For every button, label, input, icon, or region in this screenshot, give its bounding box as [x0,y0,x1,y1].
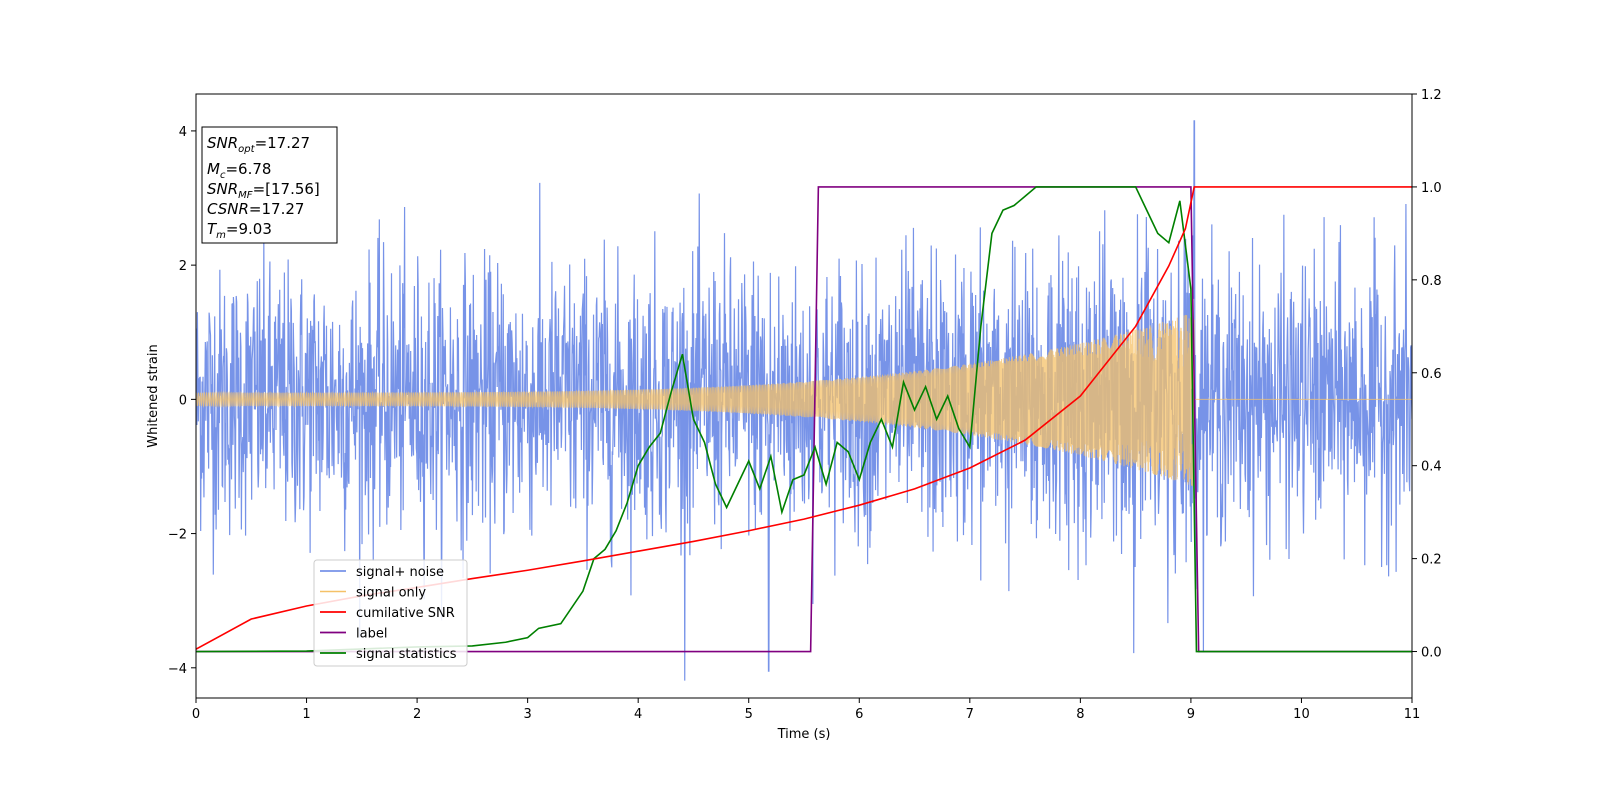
x-tick-label: 5 [745,707,753,722]
legend-label: signal only [356,586,426,601]
y-left-tick-label: 0 [179,393,187,408]
y-axis-label-left: Whitened strain [146,344,161,447]
legend-label: signal statistics [356,647,457,662]
series-signal-only [196,314,1412,486]
x-tick-label: 0 [192,707,200,722]
x-tick-label: 11 [1404,707,1421,722]
y-left-tick-label: −4 [168,662,187,677]
x-tick-label: 9 [1187,707,1195,722]
x-tick-label: 4 [634,707,642,722]
y-left-tick-label: −2 [168,528,187,543]
stats-annotation-box: SNRopt=17.27 Mc=6.78SNRMF=[17.56]CSNR=17.… [201,126,338,244]
x-tick-label: 1 [302,707,310,722]
stat-line: SNRopt=17.27 [207,134,310,155]
y-right-tick-label: 1.0 [1421,181,1442,196]
legend-label: cumilative SNR [356,606,455,621]
x-axis-label: Time (s) [777,727,831,742]
x-tick-label: 6 [855,707,863,722]
y-right-tick-label: 0.8 [1421,274,1442,289]
y-right-tick-label: 1.2 [1421,88,1442,103]
x-tick-label: 7 [966,707,974,722]
legend: signal+ noise signal only cumilative SNR la… [313,559,468,667]
stat-line: CSNR=17.27 [207,200,304,218]
legend-label: label [356,627,387,642]
x-tick-label: 8 [1076,707,1084,722]
plot-frame [195,93,1413,699]
y-right-tick-label: 0.0 [1421,646,1442,661]
y-right-tick-label: 0.6 [1421,367,1442,382]
x-tick-label: 3 [523,707,531,722]
stat-line: Mc=6.78 [207,160,271,181]
stat-line: Tm=9.03 [207,220,272,241]
stat-line: SNRMF=[17.56] [207,180,320,201]
legend-label: signal+ noise [356,565,444,580]
y-left-tick-label: 4 [179,125,187,140]
x-tick-label: 2 [413,707,421,722]
x-tick-label: 10 [1293,707,1310,722]
y-left-tick-label: 2 [179,259,187,274]
y-right-tick-label: 0.4 [1421,460,1442,475]
y-right-tick-label: 0.2 [1421,553,1442,568]
series-signal-statistics [196,186,1412,653]
